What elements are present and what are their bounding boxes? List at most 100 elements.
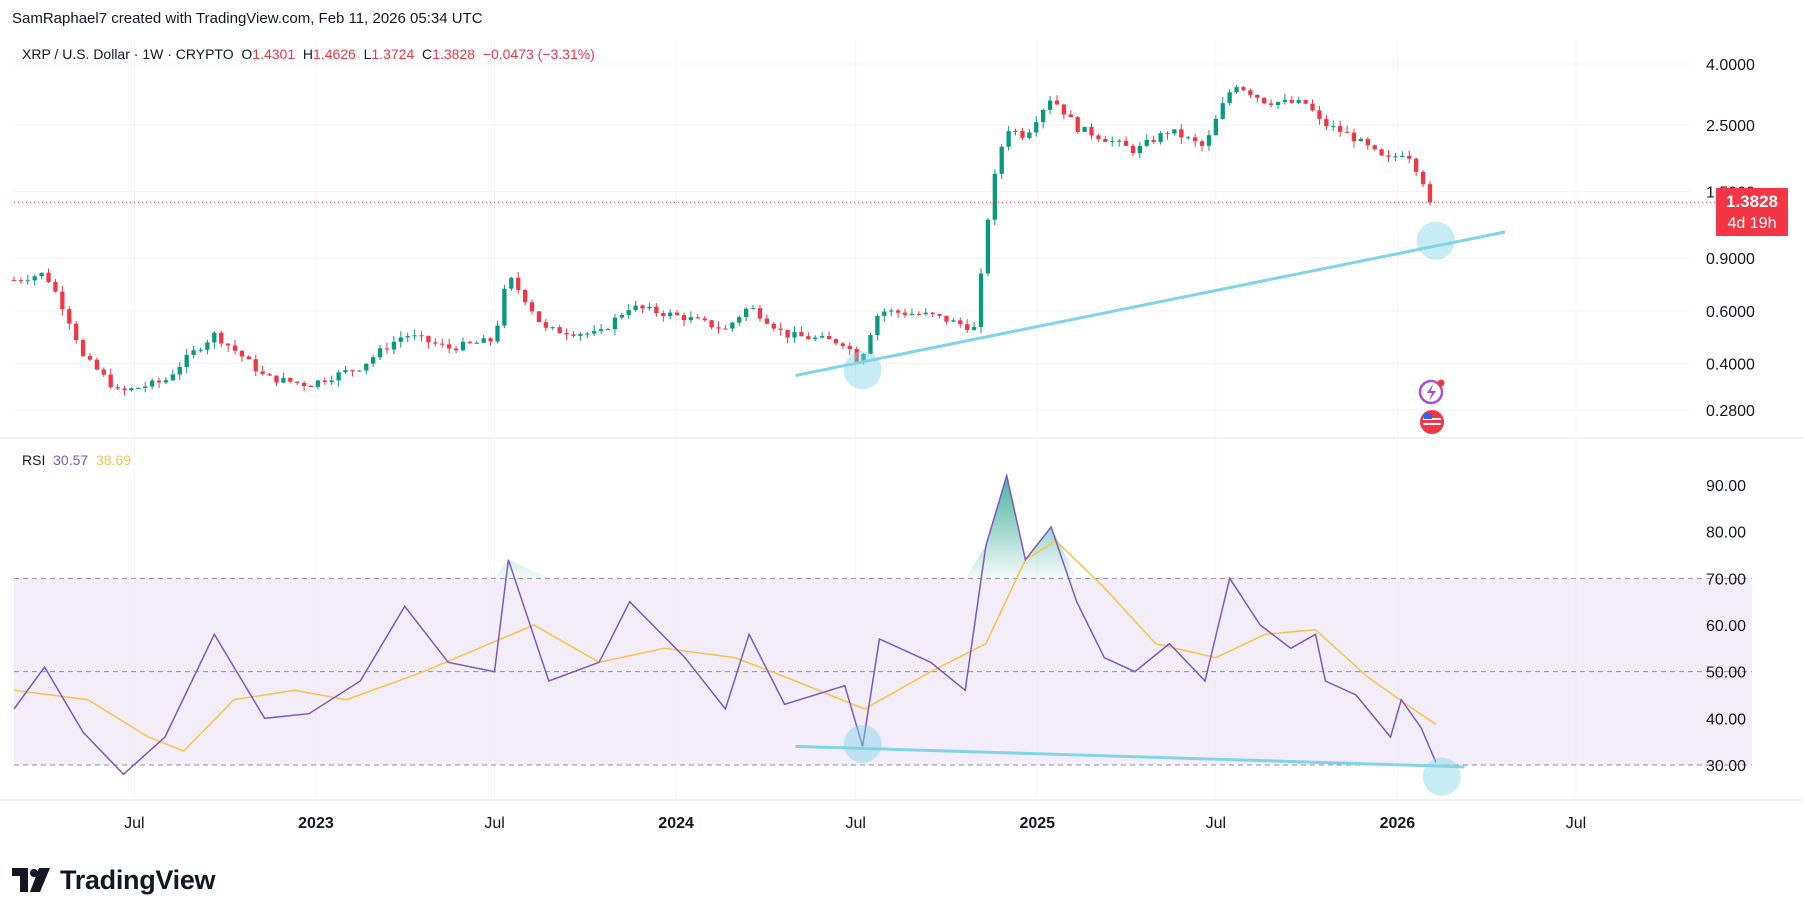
price-candle[interactable] [661,310,666,322]
price-candle[interactable] [1379,148,1384,157]
price-candle[interactable] [1089,123,1094,140]
price-candle[interactable] [384,342,390,354]
price-candle[interactable] [246,354,251,360]
price-candle[interactable] [1027,129,1032,140]
price-candle[interactable] [965,319,970,333]
price-candle[interactable] [516,272,521,294]
price-candle[interactable] [971,322,977,331]
price-candle[interactable] [978,268,984,334]
price-candle[interactable] [1296,96,1301,105]
price-candle[interactable] [1172,129,1177,136]
price-candle[interactable] [792,326,797,343]
price-candle[interactable] [419,331,424,342]
price-candle[interactable] [1096,133,1101,143]
price-candle[interactable] [785,329,790,344]
price-candle[interactable] [115,384,120,391]
price-candle[interactable] [564,328,569,341]
price-candle[interactable] [1351,128,1357,148]
price-candle[interactable] [46,268,51,284]
price-candle[interactable] [205,339,210,355]
price-candle[interactable] [1275,101,1281,109]
price-candle[interactable] [1130,143,1136,157]
price-candle[interactable] [163,377,169,385]
price-candle[interactable] [1061,104,1067,120]
price-candle[interactable] [184,348,189,373]
price-candle[interactable] [1372,144,1377,151]
rsi-legend[interactable]: RSI 30.57 38.69 [22,452,131,468]
price-candle[interactable] [681,312,687,327]
price-candle[interactable] [1206,129,1212,151]
price-trendline[interactable] [795,230,1506,377]
price-candle[interactable] [985,217,991,277]
price-candle[interactable] [640,304,645,314]
price-candle[interactable] [847,342,852,356]
price-candle[interactable] [350,369,355,377]
price-candle[interactable] [426,335,431,349]
price-candle[interactable] [460,337,466,352]
event-icons[interactable] [1418,379,1445,435]
price-candle[interactable] [674,310,680,316]
price-candle[interactable] [930,311,935,318]
price-candle[interactable] [1020,128,1025,141]
price-candle[interactable] [281,372,286,384]
drawings[interactable] [795,221,1506,796]
price-candle[interactable] [74,320,79,344]
price-candle[interactable] [170,369,176,382]
price-candle[interactable] [1234,84,1239,94]
price-candle[interactable] [1137,142,1143,159]
price-candle[interactable] [550,326,555,331]
price-candle[interactable] [191,346,196,359]
price-candle[interactable] [723,325,728,330]
price-candle[interactable] [951,318,956,322]
price-candle[interactable] [308,384,314,388]
price-candle[interactable] [1144,134,1149,148]
rsi-trendline[interactable] [795,744,1465,769]
price-candle[interactable] [1289,95,1294,104]
price-candle[interactable] [1365,137,1370,150]
price-candle[interactable] [819,332,825,339]
price-candle[interactable] [1358,137,1364,142]
price-candle[interactable] [267,372,272,376]
price-candle[interactable] [25,274,30,285]
price-candle[interactable] [1220,96,1225,120]
price-candle[interactable] [688,311,694,324]
price-candle[interactable] [806,332,811,340]
price-candle[interactable] [1248,88,1253,99]
price-candle[interactable] [364,363,369,375]
price-candle[interactable] [647,302,652,311]
price-candle[interactable] [18,277,24,284]
price-candle[interactable] [826,331,832,340]
price-candle[interactable] [902,308,908,318]
price-candle[interactable] [702,316,707,322]
price-candle[interactable] [412,329,417,340]
rsi-label[interactable]: RSI [22,452,46,468]
price-candle[interactable] [1158,130,1163,145]
price-candle[interactable] [923,308,928,316]
price-candle[interactable] [882,308,887,322]
price-candle[interactable] [39,272,44,280]
price-candle[interactable] [1407,150,1412,164]
price-candle[interactable] [1393,152,1398,162]
price-candle[interactable] [895,308,901,318]
price-candle[interactable] [198,347,203,353]
price-candle[interactable] [757,305,763,322]
price-candle[interactable] [1110,136,1115,147]
price-candle[interactable] [129,387,134,392]
price-candle[interactable] [219,330,224,348]
price-candle[interactable] [447,338,452,354]
price-candle[interactable] [557,324,562,334]
price-candle[interactable] [150,378,155,390]
price-candle[interactable] [80,338,86,358]
price-candle[interactable] [1123,136,1129,146]
price-candle[interactable] [1047,95,1053,115]
price-candle[interactable] [695,314,700,319]
price-candle[interactable] [1338,120,1343,137]
price-highlight-circle[interactable] [843,351,882,390]
price-candle[interactable] [1400,151,1405,158]
price-candle[interactable] [405,332,410,343]
rsi-line[interactable] [13,472,1437,776]
price-candle[interactable] [467,340,473,345]
price-candle[interactable] [274,375,279,387]
price-candle[interactable] [260,365,265,376]
